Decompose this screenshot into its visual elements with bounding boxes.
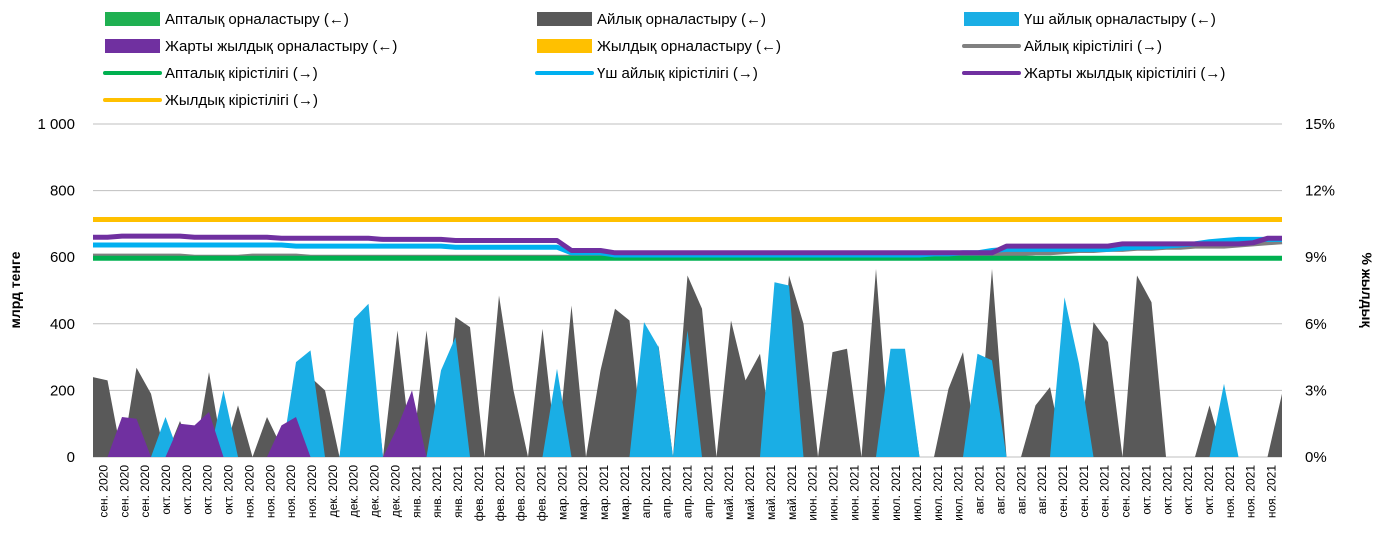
y-left-tick-label: 1 000 bbox=[37, 116, 75, 133]
x-tick-label: май. 2021 bbox=[764, 465, 778, 520]
x-tick-label: фев. 2021 bbox=[535, 465, 549, 522]
line-series-group bbox=[93, 217, 1283, 261]
x-tick-label: янв. 2021 bbox=[409, 465, 423, 518]
x-tick-label: авг. 2021 bbox=[973, 465, 987, 515]
x-tick-label: июн. 2021 bbox=[827, 465, 841, 521]
x-tick-label: май. 2021 bbox=[743, 465, 757, 520]
x-tick-label: сен. 2020 bbox=[96, 465, 110, 518]
legend-label: Жылдық кірістілігі (→) bbox=[165, 92, 318, 109]
x-tick-label: апр. 2021 bbox=[681, 465, 695, 519]
x-tick-label: июл. 2021 bbox=[889, 465, 903, 521]
x-tick-label: янв. 2021 bbox=[430, 465, 444, 518]
x-tick-label: июн. 2021 bbox=[847, 465, 861, 521]
x-tick-label: окт. 2020 bbox=[222, 465, 236, 515]
x-tick-label: ноя. 2020 bbox=[242, 465, 256, 518]
y-right-tick-label: 3% bbox=[1305, 382, 1327, 399]
legend: Апталық орналастыру (←) Айлық орналастыру… bbox=[103, 11, 1225, 109]
legend-label: Үш айлық орналастыру (←) bbox=[1024, 11, 1216, 28]
legend-label: Айлық кірістілігі (→) bbox=[1024, 38, 1162, 55]
x-tick-label: мар. 2021 bbox=[597, 465, 611, 520]
legend-label: Жарты жылдық кірістілігі (→) bbox=[1024, 65, 1225, 82]
x-tick-label: сен. 2021 bbox=[1098, 465, 1112, 518]
y-left-tick-label: 0 bbox=[67, 449, 75, 466]
legend-swatch bbox=[537, 39, 592, 53]
x-tick-label: авг. 2021 bbox=[1035, 465, 1049, 515]
x-tick-label: окт. 2020 bbox=[201, 465, 215, 515]
x-tick-label: мар. 2021 bbox=[618, 465, 632, 520]
legend-swatch bbox=[105, 39, 160, 53]
x-tick-label: сен. 2020 bbox=[138, 465, 152, 518]
x-tick-label: апр. 2021 bbox=[701, 465, 715, 519]
legend-swatch bbox=[105, 12, 160, 26]
y-left-tick-label: 400 bbox=[50, 316, 75, 333]
x-tick-label: июн. 2021 bbox=[806, 465, 820, 521]
x-tick-label: фев. 2021 bbox=[514, 465, 528, 522]
x-tick-label: мар. 2021 bbox=[576, 465, 590, 520]
y-left-axis: 0 200 400 600 800 1 000 bbox=[37, 116, 75, 466]
x-tick-label: июл. 2021 bbox=[931, 465, 945, 521]
x-tick-label: май. 2021 bbox=[785, 465, 799, 520]
x-tick-label: сен. 2021 bbox=[1077, 465, 1091, 518]
legend-label: Апталық кірістілігі (→) bbox=[165, 65, 318, 82]
x-tick-label: сен. 2020 bbox=[117, 465, 131, 518]
x-tick-label: янв. 2021 bbox=[451, 465, 465, 518]
x-tick-label: авг. 2021 bbox=[1014, 465, 1028, 515]
legend-label: Жарты жылдық орналастыру (←) bbox=[165, 38, 397, 55]
x-tick-label: окт. 2021 bbox=[1160, 465, 1174, 515]
y-left-tick-label: 600 bbox=[50, 249, 75, 266]
x-tick-label: дек. 2020 bbox=[347, 465, 361, 518]
legend-label: Үш айлық кірістілігі (→) bbox=[597, 65, 758, 82]
x-tick-label: апр. 2021 bbox=[660, 465, 674, 519]
x-tick-label: окт. 2021 bbox=[1202, 465, 1216, 515]
x-tick-label: апр. 2021 bbox=[639, 465, 653, 519]
x-tick-label: июл. 2021 bbox=[910, 465, 924, 521]
legend-swatch bbox=[537, 12, 592, 26]
x-tick-label: июл. 2021 bbox=[952, 465, 966, 521]
x-tick-label: сен. 2021 bbox=[1119, 465, 1133, 518]
x-tick-label: окт. 2021 bbox=[1181, 465, 1195, 515]
x-tick-label: ноя. 2021 bbox=[1223, 465, 1237, 518]
legend-label: Апталық орналастыру (←) bbox=[165, 11, 349, 28]
y-right-tick-label: 12% bbox=[1305, 183, 1335, 200]
legend-swatch bbox=[964, 12, 1019, 26]
x-tick-label: ноя. 2020 bbox=[305, 465, 319, 518]
y-left-tick-label: 200 bbox=[50, 382, 75, 399]
x-tick-label: дек. 2020 bbox=[389, 465, 403, 518]
x-tick-label: май. 2021 bbox=[722, 465, 736, 520]
x-tick-label: дек. 2020 bbox=[368, 465, 382, 518]
legend-label: Жылдық орналастыру (←) bbox=[597, 38, 781, 55]
x-tick-label: окт. 2020 bbox=[159, 465, 173, 515]
y-right-tick-label: 6% bbox=[1305, 316, 1327, 333]
area-series bbox=[93, 282, 1282, 457]
area-series bbox=[93, 390, 1282, 457]
x-tick-label: фев. 2021 bbox=[493, 465, 507, 522]
x-axis: сен. 2020 сен. 2020 сен. 2020 окт. 2020 окт.… bbox=[96, 465, 1278, 522]
x-tick-label: ноя. 2021 bbox=[1244, 465, 1258, 518]
x-tick-label: фев. 2021 bbox=[472, 465, 486, 522]
y-right-tick-label: 9% bbox=[1305, 249, 1327, 266]
x-tick-label: дек. 2020 bbox=[326, 465, 340, 518]
legend-label: Айлық орналастыру (←) bbox=[597, 11, 766, 28]
x-tick-label: ноя. 2020 bbox=[284, 465, 298, 518]
y-right-axis-title: % жылдық bbox=[1359, 253, 1375, 328]
x-tick-label: ноя. 2020 bbox=[263, 465, 277, 518]
x-tick-label: окт. 2020 bbox=[180, 465, 194, 515]
x-tick-label: окт. 2021 bbox=[1139, 465, 1153, 515]
x-tick-label: июн. 2021 bbox=[868, 465, 882, 521]
x-tick-label: мар. 2021 bbox=[555, 465, 569, 520]
x-tick-label: сен. 2021 bbox=[1056, 465, 1070, 518]
area-series-group bbox=[93, 268, 1282, 457]
y-right-axis: 0% 3% 6% 9% 12% 15% bbox=[1305, 116, 1335, 466]
y-left-tick-label: 800 bbox=[50, 183, 75, 200]
y-left-axis-title: млрд тенге bbox=[7, 251, 23, 328]
y-right-tick-label: 0% bbox=[1305, 449, 1327, 466]
line-series bbox=[93, 233, 1282, 256]
x-tick-label: авг. 2021 bbox=[993, 465, 1007, 515]
x-tick-label: ноя. 2021 bbox=[1265, 465, 1279, 518]
y-right-tick-label: 15% bbox=[1305, 116, 1335, 133]
